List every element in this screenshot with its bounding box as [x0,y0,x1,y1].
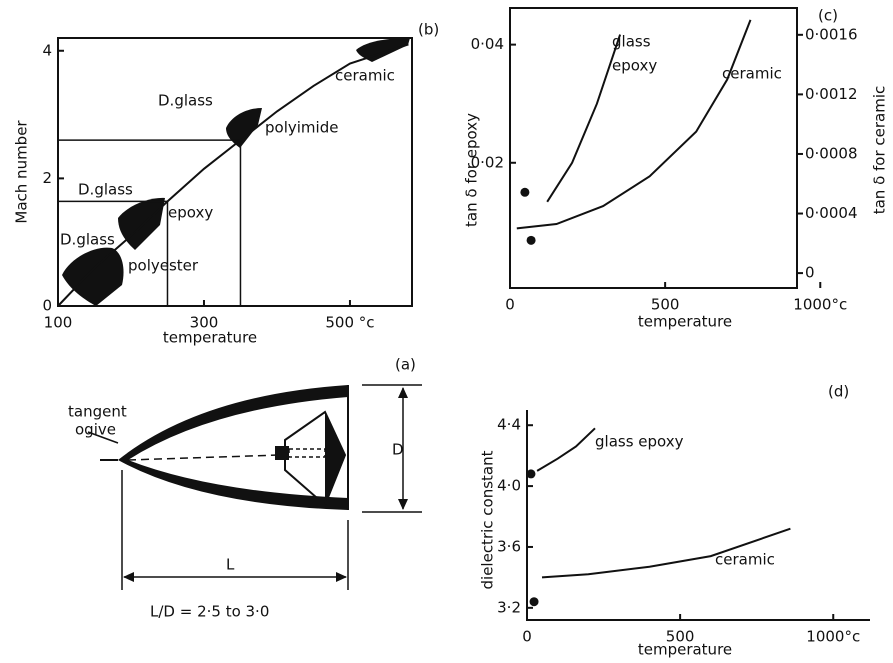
y-tick-label: 0·02 [471,153,504,171]
antenna-dish [325,412,345,505]
antenna-waveguide [288,448,326,458]
y-axis-label: dielectric constant [479,450,497,589]
panel-label: (c) [818,7,838,25]
x-axis-label: temperature [638,313,732,331]
panel-label: (d) [828,383,849,401]
x-axis-label: temperature [163,329,257,347]
series-line [546,34,622,203]
x-tick-label: 100 [44,314,73,332]
y2-tick-label: 0·0008 [805,144,858,162]
ogive-upper-wall [118,385,348,460]
x-tick-label: 0 [522,628,532,646]
data-point [529,597,539,607]
annotation: ceramic [715,551,775,569]
data-point [526,235,536,245]
data-point [526,469,536,479]
leader-line [87,431,119,444]
label: L/D = 2·5 to 3·0 [150,603,269,621]
panel-label: (a) [395,356,416,374]
annotation: ceramic [335,67,395,85]
x-axis-label: temperature [638,641,732,659]
y2-axis-label: tan δ for ceramic [871,86,889,215]
polyimide-radome [226,108,262,148]
plot-frame [57,37,413,307]
y-tick-label: 0 [42,297,52,315]
panel-label: (b) [418,21,439,39]
label: ogive [75,421,116,439]
y2-tick-label: 0·0004 [805,204,858,222]
annotation: glass epoxy [595,433,684,451]
series-line [541,527,791,579]
x-tick-label: 500 °c [325,314,374,332]
x-tick-label: 500 [666,628,695,646]
label: D [392,441,404,459]
y-tick-label: 0·04 [471,35,504,53]
annotation: polyimide [265,119,338,137]
label: L [226,556,235,574]
y-axis-label: Mach number [13,120,31,224]
series-line [516,19,752,230]
series-line [536,427,596,472]
annotation: epoxy [612,57,657,75]
annotation: D.glass [60,231,115,249]
annotation: D.glass [158,92,213,110]
y2-tick-label: 0 [805,264,815,282]
ceramic-radome [356,38,410,62]
y-axis-label: tan δ for epoxy [463,113,481,227]
x-tick-label: 300 [190,314,219,332]
radome-icons [62,38,410,306]
data-point [520,187,530,197]
annotation: ceramic [722,65,782,83]
annotation: polyester [128,257,199,275]
y-tick-label: 4 [42,41,52,59]
polyester-radome [62,247,124,306]
annotation: D.glass [78,181,133,199]
y-tick-label: 3·6 [497,537,521,555]
axis-line [127,454,281,461]
ogive-lower-wall [118,460,348,510]
series-line [57,43,409,307]
y2-tick-label: 0·0016 [805,25,858,43]
annotation: glass [612,33,651,51]
y-tick-label: 2 [42,169,52,187]
annotation: epoxy [168,204,213,222]
x-tick-label: 1000°c [806,628,860,646]
y-tick-label: 4·0 [497,477,521,495]
x-tick-label: 500 [651,296,680,314]
y-tick-label: 4·4 [497,416,521,434]
x-tick-label: 1000°c [793,296,847,314]
label: tangent [68,403,127,421]
y2-tick-label: 0·0012 [805,85,858,103]
axes [526,410,870,621]
y-tick-label: 3·2 [497,598,521,616]
antenna-feed [275,446,289,460]
x-tick-label: 0 [505,296,515,314]
ogive-diagram: (a) tangent ogive D L L/D = 2·5 to 3·0 [68,356,422,621]
plot-frame [509,7,798,289]
